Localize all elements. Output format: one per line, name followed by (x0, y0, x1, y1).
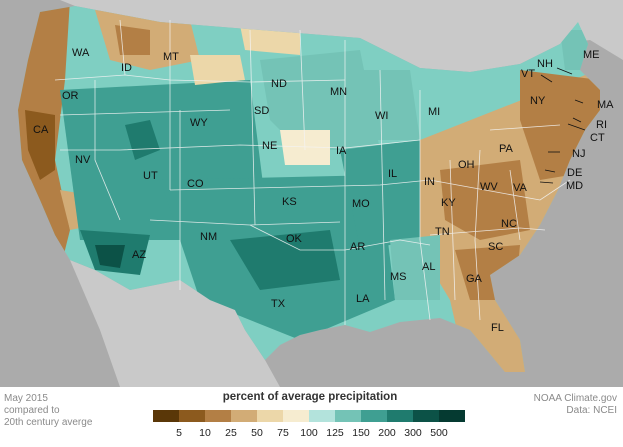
state-label-in: IN (424, 176, 435, 188)
state-label-ms: MS (390, 271, 407, 283)
legend-swatch-10 (413, 410, 439, 422)
legend-tick-50: 50 (251, 427, 263, 439)
state-label-wy: WY (190, 117, 208, 129)
mexico-land (70, 260, 280, 387)
state-label-ma: MA (597, 99, 614, 111)
state-label-wa: WA (72, 47, 90, 59)
legend-tick-200: 200 (378, 427, 396, 439)
legend-swatch-2 (205, 410, 231, 422)
legend-swatch-9 (387, 410, 413, 422)
legend-color-bar (153, 410, 465, 422)
state-label-nc: NC (501, 218, 517, 230)
baseline-line: 20th century averge (4, 417, 93, 428)
state-label-wi: WI (375, 110, 388, 122)
legend-swatch-4 (257, 410, 283, 422)
state-label-nd: ND (271, 78, 287, 90)
state-label-ri: RI (596, 119, 607, 131)
state-label-il: IL (388, 168, 397, 180)
state-label-mt: MT (163, 51, 179, 63)
legend-swatch-0 (153, 410, 179, 422)
legend-title: percent of average precipitation (222, 391, 398, 403)
legend-tick-100: 100 (300, 427, 318, 439)
legend-swatch-6 (309, 410, 335, 422)
legend-tick-500: 500 (430, 427, 448, 439)
date-caption: May 2015 compared to 20th century averge (4, 393, 92, 429)
state-label-sd: SD (254, 105, 269, 117)
state-label-mi: MI (428, 106, 440, 118)
legend-tick-300: 300 (404, 427, 422, 439)
legend-tick-25: 25 (225, 427, 237, 439)
state-label-ia: IA (336, 145, 347, 157)
state-label-de: DE (567, 167, 582, 179)
state-label-ct: CT (590, 132, 605, 144)
state-label-tx: TX (271, 298, 286, 310)
legend-swatch-11 (439, 410, 465, 422)
state-label-nm: NM (200, 231, 217, 243)
state-labels: WA OR CA ID NV MT WY UT AZ CO NM ND SD N… (33, 47, 614, 334)
state-label-al: AL (422, 261, 435, 273)
state-label-or: OR (62, 90, 79, 102)
credit-source: NOAA Climate.gov (533, 393, 617, 404)
label-leader-lines (539, 67, 586, 184)
legend-tick-5: 5 (176, 427, 182, 439)
state-label-ut: UT (143, 170, 158, 182)
state-label-wv: WV (480, 181, 498, 193)
state-label-az: AZ (132, 249, 146, 261)
state-label-vt: VT (521, 68, 535, 80)
legend-tick-150: 150 (352, 427, 370, 439)
legend-tick-125: 125 (326, 427, 344, 439)
canada-land (60, 0, 623, 72)
legend-swatch-5 (283, 410, 309, 422)
state-label-md: MD (566, 180, 583, 192)
comparison-line: compared to (4, 405, 60, 416)
state-label-nh: NH (537, 58, 553, 70)
state-label-ks: KS (282, 196, 297, 208)
legend-tick-labels: 5 10 25 50 75 100 125 150 200 300 500 (153, 427, 465, 441)
credit-text: NOAA Climate.gov Data: NCEI (534, 393, 617, 417)
precipitation-map: WA OR CA ID NV MT WY UT AZ CO NM ND SD N… (18, 0, 623, 387)
credit-data: Data: NCEI (566, 405, 617, 416)
state-label-ar: AR (350, 241, 365, 253)
state-label-nj: NJ (572, 148, 585, 160)
state-label-oh: OH (458, 159, 475, 171)
legend-swatch-8 (361, 410, 387, 422)
map-footer: May 2015 compared to 20th century averge… (0, 387, 623, 447)
state-label-tn: TN (435, 226, 450, 238)
state-label-va: VA (513, 182, 528, 194)
state-boundaries (54, 19, 571, 325)
state-label-ne: NE (262, 140, 277, 152)
legend-swatch-7 (335, 410, 361, 422)
state-label-co: CO (187, 178, 204, 190)
state-label-nv: NV (75, 154, 91, 166)
state-label-la: LA (356, 293, 370, 305)
legend-tick-10: 10 (199, 427, 211, 439)
legend-tick-75: 75 (277, 427, 289, 439)
state-label-sc: SC (488, 241, 503, 253)
state-label-pa: PA (499, 143, 514, 155)
state-label-id: ID (121, 62, 132, 74)
state-label-ny: NY (530, 95, 546, 107)
state-label-mn: MN (330, 86, 347, 98)
date-line: May 2015 (4, 393, 48, 404)
state-label-ok: OK (286, 233, 303, 245)
state-label-mo: MO (352, 198, 370, 210)
state-label-fl: FL (491, 322, 504, 334)
state-label-ga: GA (466, 273, 483, 285)
legend-swatch-3 (231, 410, 257, 422)
state-label-me: ME (583, 49, 600, 61)
state-label-ky: KY (441, 197, 456, 209)
legend-swatch-1 (179, 410, 205, 422)
state-label-ca: CA (33, 124, 49, 136)
